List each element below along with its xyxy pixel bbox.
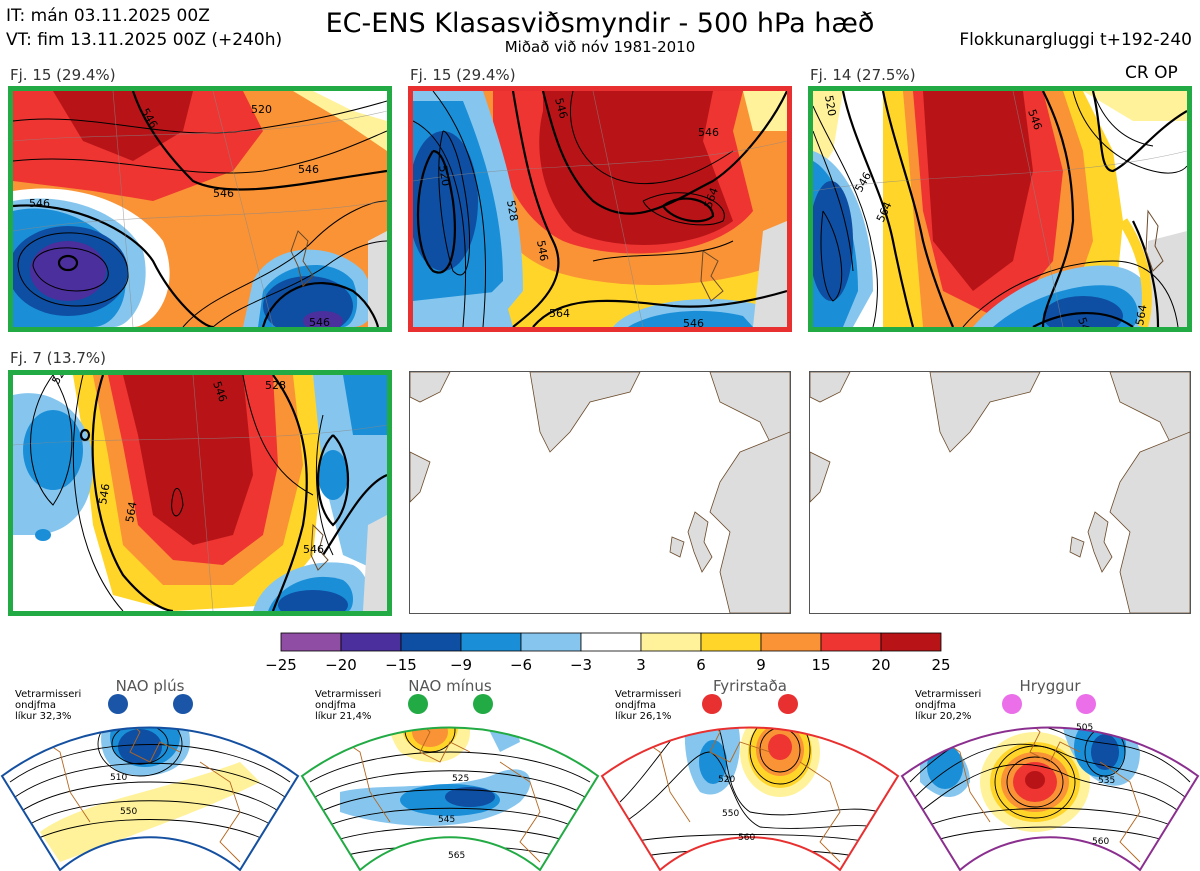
- colorbar-tick-label: 9: [756, 656, 766, 674]
- contour-label: 546: [1075, 316, 1094, 327]
- contour-label: 550: [120, 807, 137, 817]
- panel-4-label: Fj. 7 (13.7%): [10, 349, 106, 367]
- empty-base-map-2: [809, 371, 1191, 614]
- contour-label: 546: [96, 483, 112, 506]
- contour-label: 564: [1133, 304, 1149, 327]
- colorbar-swatch: [880, 632, 942, 652]
- contour-label: 546: [303, 543, 324, 556]
- colorbar-tick-label: 15: [811, 656, 831, 674]
- colorbar-swatch: [340, 632, 402, 652]
- regime-info: Vetrarmisseri ondjfma líkur 26,1%: [615, 689, 682, 722]
- colorbar-tick-label: −3: [569, 656, 593, 674]
- colorbar-swatch: [280, 632, 342, 652]
- page-subtitle: Miðað við nóv 1981-2010: [504, 38, 696, 56]
- contour-label: 520: [436, 164, 452, 187]
- contour-label: 520: [822, 94, 838, 117]
- contour-label: 546: [29, 197, 50, 210]
- regime-title: Hryggur: [1019, 677, 1081, 695]
- cluster-map-2: 546 546 520 528 546 564 564 546: [408, 86, 792, 332]
- classification-window: Flokkunargluggi t+192-240: [959, 30, 1192, 50]
- colorbar-tick-label: 25: [931, 656, 951, 674]
- colorbar-swatch: [820, 632, 882, 652]
- contour-label: 564: [549, 307, 570, 320]
- contour-label: 546: [534, 239, 550, 262]
- cr-op-label: CR OP: [1125, 63, 1178, 83]
- contour-label: 510: [110, 773, 127, 783]
- contour-label: 545: [438, 815, 455, 825]
- colorbar-tick-label: −6: [509, 656, 533, 674]
- colorbar-swatch: [460, 632, 522, 652]
- contour-label: 564: [123, 501, 139, 524]
- contour-label: 546: [298, 163, 319, 176]
- regime-title: NAO plús: [115, 677, 185, 695]
- contour-label: 560: [1092, 837, 1109, 847]
- contour-label: 546: [683, 317, 704, 327]
- contour-label: 546: [309, 316, 330, 327]
- contour-label: 560: [738, 833, 755, 843]
- valid-time: VT: fim 13.11.2025 00Z (+240h): [6, 30, 283, 50]
- contour-label: 546: [698, 126, 719, 139]
- colorbar-swatch: [640, 632, 702, 652]
- contour-label: 520: [718, 775, 735, 785]
- contour-label: 505: [1076, 723, 1093, 733]
- colorbar-swatch: [700, 632, 762, 652]
- colorbar: [280, 632, 942, 652]
- contour-label: 550: [722, 809, 739, 819]
- regime-info: Vetrarmisseri ondjfma líkur 20,2%: [915, 689, 982, 722]
- cluster-map-3: 520 546 546 564 546 564: [808, 86, 1192, 332]
- colorbar-swatch: [520, 632, 582, 652]
- colorbar-tick-label: −25: [265, 656, 297, 674]
- contour-label: 546: [552, 96, 570, 120]
- colorbar-swatch: [580, 632, 642, 652]
- cluster-map-1: 520 546 546 546 546 546: [8, 86, 392, 332]
- contour-label: 520: [49, 375, 71, 387]
- regime-blocking: 520 550 560 Fyrirstaða Vetrarmisseri ond…: [600, 672, 900, 871]
- regime-nao-plus: 510 550 NAO plús Vetrarmisseri ondjfma l…: [0, 672, 300, 871]
- cluster-map-4: 520 546 528 546 564 546: [8, 370, 392, 616]
- regime-title: NAO mínus: [408, 677, 492, 695]
- contour-label: 528: [504, 199, 520, 222]
- colorbar-tick-label: −15: [385, 656, 417, 674]
- regime-ridge: 505 535 560 Hryggur Vetrarmisseri ondjfm…: [900, 672, 1200, 871]
- regime-title: Fyrirstaða: [713, 677, 787, 695]
- colorbar-tick-label: 6: [696, 656, 706, 674]
- colorbar-tick-label: 3: [636, 656, 646, 674]
- panel-3-label: Fj. 14 (27.5%): [810, 66, 916, 84]
- initial-time: IT: mán 03.11.2025 00Z: [6, 6, 210, 26]
- colorbar-swatch: [760, 632, 822, 652]
- contour-label: 528: [265, 379, 286, 392]
- colorbar-swatch: [400, 632, 462, 652]
- contour-label: 520: [251, 103, 272, 116]
- page-title: EC-ENS Klasasviðsmyndir - 500 hPa hæð: [325, 8, 875, 39]
- colorbar-tick-label: −9: [449, 656, 473, 674]
- contour-label: 546: [213, 187, 234, 200]
- panel-2-label: Fj. 15 (29.4%): [410, 66, 516, 84]
- regime-info: Vetrarmisseri ondjfma líkur 32,3%: [15, 689, 82, 722]
- colorbar-tick-label: 20: [871, 656, 891, 674]
- colorbar-tick-label: −20: [325, 656, 357, 674]
- regime-info: Vetrarmisseri ondjfma líkur 21,4%: [315, 689, 382, 722]
- contour-label: 565: [448, 851, 465, 861]
- empty-base-map-1: [409, 371, 791, 614]
- regime-nao-minus: 525 545 565 NAO mínus Vetrarmisseri ondj…: [300, 672, 600, 871]
- contour-label: 535: [1098, 776, 1115, 786]
- panel-1-label: Fj. 15 (29.4%): [10, 66, 116, 84]
- contour-label: 525: [452, 774, 469, 784]
